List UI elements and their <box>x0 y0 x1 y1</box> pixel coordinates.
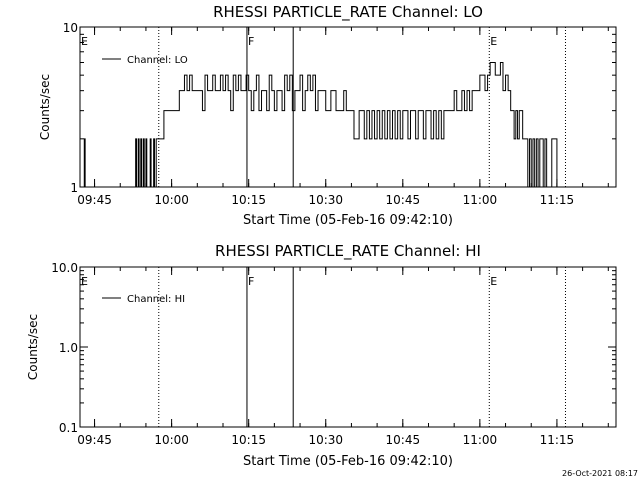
panel-hi-x-tick-label: 10:45 <box>386 433 421 447</box>
panel-hi-x-tick-label: 11:15 <box>540 433 575 447</box>
panel-lo-legend-label: Channel: LO <box>127 55 188 66</box>
panel-hi-y-tick-label: 0.1 <box>59 421 78 435</box>
panel-lo-start-marker-label: E <box>81 35 88 48</box>
panel-hi-marks: 09:45 10:00 10:15 10:30 10:45 11:00 11:15 0.1 1.… <box>51 261 616 447</box>
panel-lo-x-tick-label: 11:15 <box>540 193 575 207</box>
generation-timestamp: 26-Oct-2021 08:17 <box>562 469 638 478</box>
panel-lo-x-tick-label: 10:30 <box>308 193 343 207</box>
panel-lo-x-tick-label: 09:45 <box>77 193 112 207</box>
panel-hi-x-tick-label: 11:00 <box>463 433 498 447</box>
panel-lo-x-tick-label: 11:00 <box>463 193 498 207</box>
panel-lo-title: RHESSI PARTICLE_RATE Channel: LO <box>213 3 483 22</box>
panel-lo-x-tick-label: 10:00 <box>154 193 189 207</box>
panel-lo-series-line <box>80 62 615 188</box>
panel-lo-y-tick-label: 10 <box>63 21 78 35</box>
panel-lo-marker-label: E <box>490 35 497 48</box>
panel-lo: RHESSI PARTICLE_RATE Channel: LO 09:45 10… <box>38 3 617 228</box>
panel-lo-legend: Channel: LO <box>102 55 188 66</box>
panel-hi-x-tick-label: 10:00 <box>154 433 189 447</box>
panel-hi-y-tick-label: 1.0 <box>59 341 78 355</box>
panel-hi-x-tick-label: 10:15 <box>231 433 266 447</box>
panel-hi-legend-label: Channel: HI <box>127 294 185 305</box>
panel-hi-marker-label: F <box>248 275 254 288</box>
panel-lo-xlabel: Start Time (05-Feb-16 09:42:10) <box>243 213 453 228</box>
panel-hi-x-tick-label: 09:45 <box>77 433 112 447</box>
panel-hi-x-tick-label: 10:30 <box>308 433 343 447</box>
panel-hi-title: RHESSI PARTICLE_RATE Channel: HI <box>215 242 481 261</box>
panel-lo-ylabel: Counts/sec <box>38 74 52 140</box>
panel-lo-x-tick-label: 10:45 <box>386 193 421 207</box>
panel-hi-legend: Channel: HI <box>102 294 185 305</box>
panel-lo-x-tick-label: 10:15 <box>231 193 266 207</box>
panel-hi-marker-label: E <box>490 275 497 288</box>
panel-hi-y-tick-label: 10.0 <box>51 261 78 275</box>
panel-hi-ylabel: Counts/sec <box>26 314 40 380</box>
panel-lo-y-tick-label: 1 <box>70 181 78 195</box>
panel-lo-frame <box>79 26 617 188</box>
panel-hi-start-marker-label: E <box>81 275 88 288</box>
panel-hi-xlabel: Start Time (05-Feb-16 09:42:10) <box>243 454 453 469</box>
panel-hi: RHESSI PARTICLE_RATE Channel: HI 09:45 10… <box>26 242 617 469</box>
panel-hi-frame <box>79 266 617 428</box>
panel-lo-marker-label: F <box>248 35 254 48</box>
